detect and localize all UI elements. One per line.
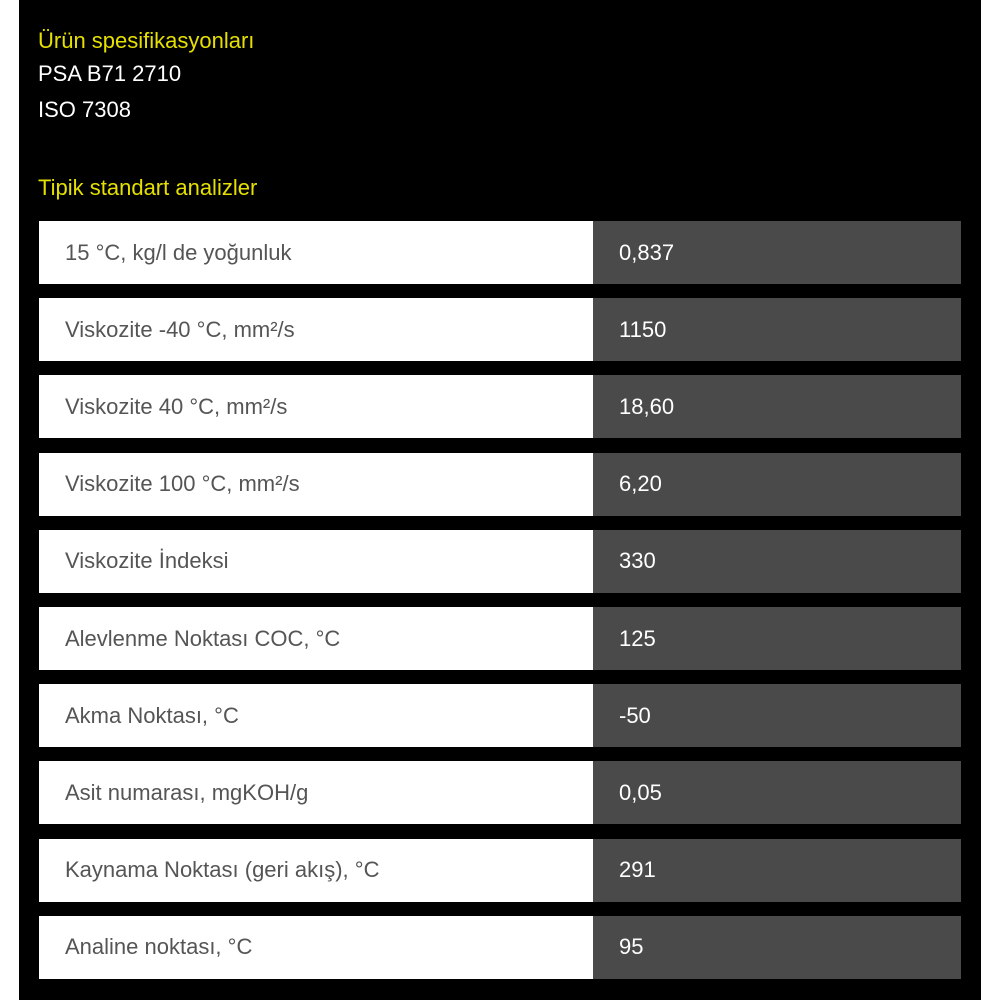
spec-item: ISO 7308 [38,97,131,122]
table-row: Viskozite İndeksi 330 [39,529,961,593]
property-value: 0,05 [593,761,961,825]
property-value: 125 [593,607,961,670]
property-value: -50 [593,684,961,748]
property-label: Akma Noktası, °C [39,684,593,748]
content-panel: Ürün spesifikasyonları PSA B71 2710 ISO … [19,0,981,1000]
table-row: Asit numarası, mgKOH/g 0,05 [39,761,961,825]
property-label: Viskozite 100 °C, mm²/s [39,452,593,516]
property-value: 18,60 [593,375,961,439]
property-value: 291 [593,838,961,902]
spec-item: PSA B71 2710 [38,61,182,86]
property-value: 95 [593,915,961,979]
property-value: 330 [593,529,961,593]
property-value: 1150 [593,298,961,362]
property-label: Viskozite İndeksi [39,529,593,593]
table-row: Viskozite -40 °C, mm²/s 1150 [39,298,961,362]
table-row: Alevlenme Noktası COC, °C 125 [39,607,961,670]
property-value: 0,837 [593,221,961,284]
property-value: 6,20 [593,452,961,516]
property-label: 15 °C, kg/l de yoğunluk [39,221,593,284]
property-label: Asit numarası, mgKOH/g [39,761,593,825]
table-row: Viskozite 40 °C, mm²/s 18,60 [39,375,961,439]
table-row: 15 °C, kg/l de yoğunluk 0,837 [39,221,961,284]
property-label: Alevlenme Noktası COC, °C [39,607,593,670]
table-row: Akma Noktası, °C -50 [39,684,961,748]
table-row: Viskozite 100 °C, mm²/s 6,20 [39,452,961,516]
property-label: Viskozite -40 °C, mm²/s [39,298,593,362]
property-label: Kaynama Noktası (geri akış), °C [39,838,593,902]
table-row: Kaynama Noktası (geri akış), °C 291 [39,838,961,902]
property-label: Analine noktası, °C [39,915,593,979]
analysis-heading: Tipik standart analizler [38,175,258,200]
table-row: Analine noktası, °C 95 [39,915,961,979]
property-label: Viskozite 40 °C, mm²/s [39,375,593,439]
specs-heading: Ürün spesifikasyonları [38,28,255,53]
